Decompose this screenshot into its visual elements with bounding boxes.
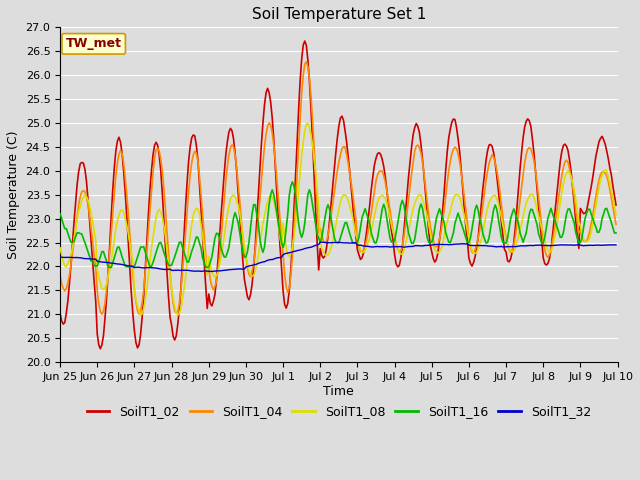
Legend: SoilT1_02, SoilT1_04, SoilT1_08, SoilT1_16, SoilT1_32: SoilT1_02, SoilT1_04, SoilT1_08, SoilT1_… bbox=[82, 400, 596, 423]
X-axis label: Time: Time bbox=[323, 384, 354, 398]
Title: Soil Temperature Set 1: Soil Temperature Set 1 bbox=[252, 7, 426, 22]
Y-axis label: Soil Temperature (C): Soil Temperature (C) bbox=[7, 131, 20, 259]
Text: TW_met: TW_met bbox=[66, 37, 122, 50]
